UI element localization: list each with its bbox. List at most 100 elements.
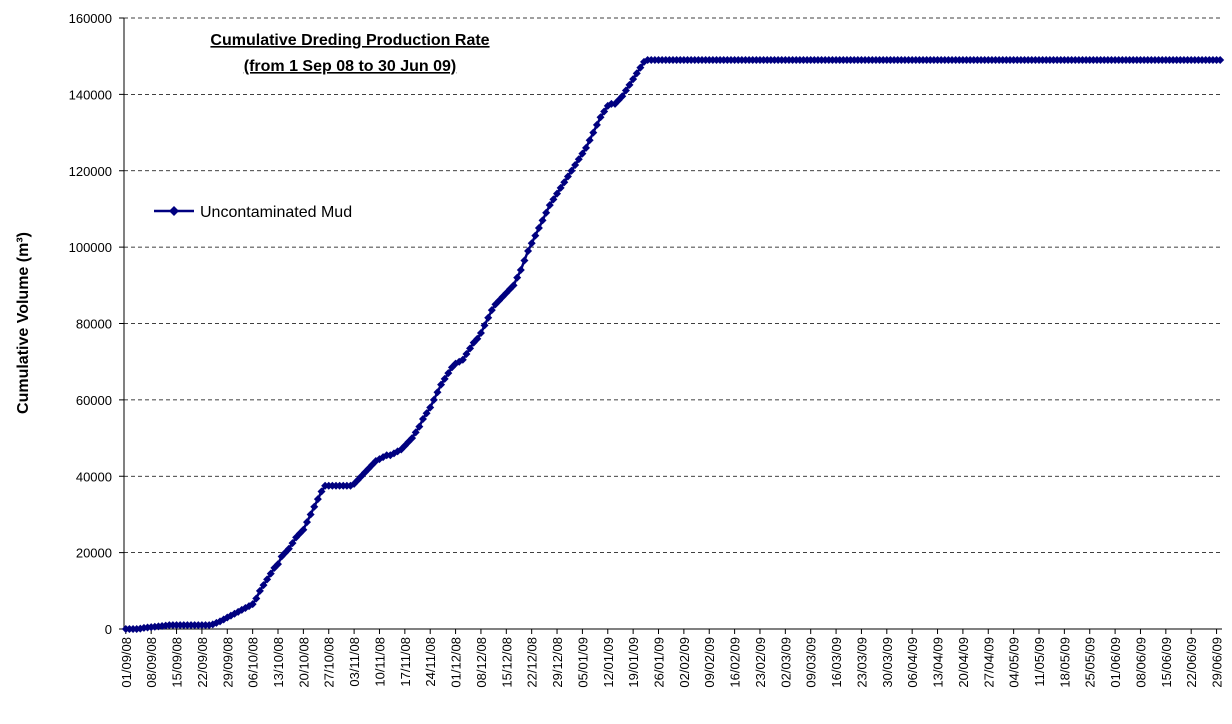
data-point [582, 143, 591, 152]
x-tick-label: 03/11/08 [347, 637, 362, 687]
data-point [596, 113, 605, 122]
x-tick-label: 27/04/09 [981, 637, 996, 688]
data-point [567, 166, 576, 175]
data-point [621, 86, 630, 95]
data-point [411, 428, 420, 437]
data-point [592, 120, 601, 129]
y-tick-label: 140000 [69, 87, 112, 102]
x-tick-label: 05/01/09 [575, 637, 590, 688]
data-point [444, 369, 453, 378]
data-point [538, 216, 547, 225]
y-axis-label: Cumulative Volume (m³) [15, 232, 32, 414]
x-tick-label: 23/02/09 [753, 637, 768, 688]
data-point [487, 306, 496, 315]
data-point [299, 525, 308, 534]
data-point [248, 600, 257, 609]
data-point [415, 422, 424, 431]
chart-title: Cumulative Dreding Production Rate [210, 32, 489, 49]
x-tick-label: 10/11/08 [372, 637, 387, 687]
x-tick-label: 30/03/09 [880, 637, 895, 688]
x-tick-label: 18/05/09 [1057, 637, 1072, 688]
data-point [408, 434, 417, 443]
data-point [462, 350, 471, 359]
data-point [418, 414, 427, 423]
data-point [473, 334, 482, 343]
data-point [1216, 56, 1225, 65]
x-tick-label: 08/06/09 [1133, 637, 1148, 688]
x-tick-label: 29/12/08 [550, 637, 565, 688]
data-point [303, 518, 311, 527]
data-point [560, 178, 569, 187]
data-point [578, 149, 587, 158]
data-point [466, 344, 475, 353]
x-tick-label: 12/01/09 [601, 637, 616, 688]
data-point [259, 581, 268, 590]
x-tick-label: 06/10/08 [246, 637, 261, 688]
data-point [542, 208, 551, 217]
legend-label: Uncontaminated Mud [200, 204, 352, 221]
data-point [531, 231, 540, 240]
x-tick-label: 15/06/09 [1159, 637, 1174, 688]
data-point [618, 92, 627, 101]
data-point [437, 380, 446, 389]
data-point [266, 569, 275, 578]
x-tick-label: 06/04/09 [905, 637, 920, 688]
data-point [429, 395, 438, 404]
data-point [553, 189, 562, 198]
x-tick-label: 13/10/08 [271, 637, 286, 688]
x-tick-label: 09/03/09 [804, 637, 819, 688]
x-tick-label: 15/09/08 [170, 637, 185, 688]
y-tick-label: 0 [105, 622, 112, 637]
data-point [516, 266, 525, 275]
data-point [600, 107, 609, 116]
data-point [252, 594, 261, 603]
y-tick-label: 80000 [76, 317, 112, 332]
data-point [440, 374, 449, 383]
y-tick-label: 160000 [69, 11, 112, 26]
data-point [317, 487, 326, 496]
y-tick-label: 60000 [76, 393, 112, 408]
x-tick-label: 19/01/09 [626, 637, 641, 688]
data-point [636, 63, 645, 72]
data-point [255, 586, 264, 595]
data-point [480, 321, 489, 330]
x-tick-label: 27/10/08 [322, 637, 337, 688]
data-point [556, 183, 565, 192]
data-point [513, 273, 522, 282]
data-point [549, 195, 558, 204]
x-tick-label: 13/04/09 [931, 637, 946, 688]
data-point [574, 155, 583, 164]
x-tick-label: 01/09/08 [119, 637, 134, 688]
x-tick-label: 11/05/09 [1032, 637, 1047, 687]
x-tick-label: 15/12/08 [499, 637, 514, 688]
x-tick-label: 08/09/08 [144, 637, 159, 688]
data-point [484, 313, 493, 322]
data-point [563, 172, 572, 181]
x-tick-label: 22/12/08 [525, 637, 540, 688]
x-tick-label: 16/02/09 [728, 637, 743, 688]
x-tick-label: 25/05/09 [1083, 637, 1098, 688]
data-point [589, 128, 598, 137]
x-tick-label: 29/06/09 [1210, 637, 1225, 688]
data-point [263, 575, 272, 584]
x-tick-label: 23/03/09 [854, 637, 869, 688]
y-tick-label: 120000 [69, 164, 112, 179]
x-tick-label: 17/11/08 [398, 637, 413, 687]
data-point [527, 239, 536, 248]
legend-marker [169, 206, 179, 216]
x-tick-label: 24/11/08 [423, 637, 438, 687]
data-point [433, 388, 442, 397]
x-tick-label: 02/03/09 [778, 637, 793, 688]
data-point [545, 201, 554, 210]
x-tick-label: 22/09/08 [195, 637, 210, 688]
data-point [313, 495, 322, 504]
data-point [509, 281, 518, 290]
data-point [284, 544, 293, 553]
y-tick-label: 20000 [76, 546, 112, 561]
x-tick-label: 29/09/08 [220, 637, 235, 688]
x-tick-label: 01/06/09 [1108, 637, 1123, 688]
data-point [458, 355, 467, 364]
x-tick-label: 02/02/09 [677, 637, 692, 688]
data-point [288, 539, 297, 548]
x-tick-label: 01/12/08 [449, 637, 464, 688]
